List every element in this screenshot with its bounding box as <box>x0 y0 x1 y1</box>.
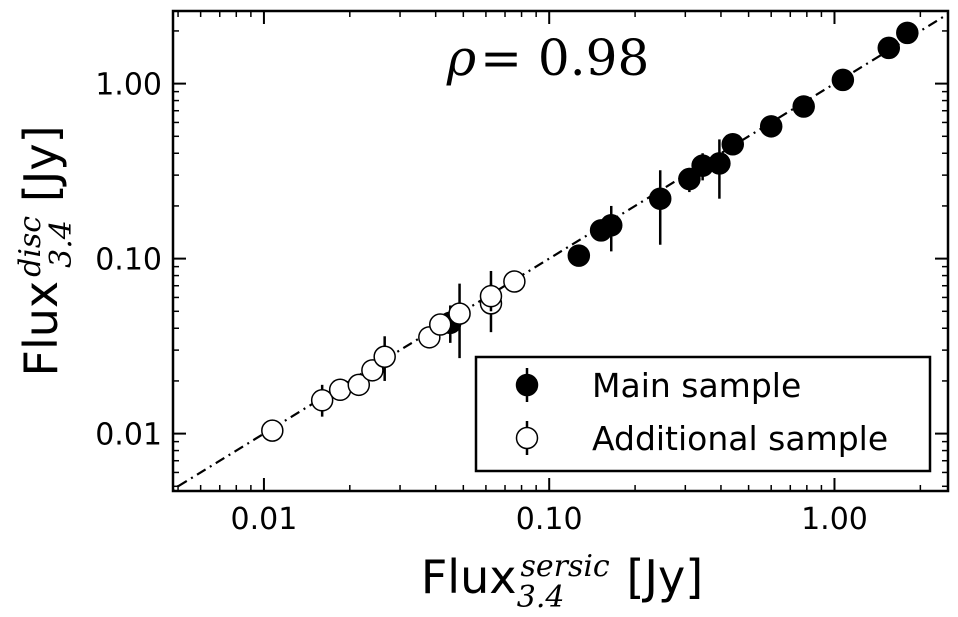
main-point <box>831 68 855 92</box>
additional-point <box>448 302 471 325</box>
main-point <box>567 244 591 267</box>
additional-point <box>328 378 352 402</box>
x-axis-label: Flux sersic 3.4 [Jy] <box>421 549 703 615</box>
additional-point <box>503 270 526 293</box>
legend-additional-label: Additional sample <box>592 419 888 458</box>
legend-main-label: Main sample <box>592 366 801 405</box>
main-point <box>708 152 731 175</box>
main-point <box>877 36 901 60</box>
rho-annotation: ρ= 0.98 <box>446 29 650 87</box>
additional-point <box>373 345 396 368</box>
x-tick-label: 1.00 <box>801 502 868 537</box>
rho-symbol: ρ <box>446 29 477 87</box>
additional-point <box>479 284 503 308</box>
plot-frame <box>171 9 950 493</box>
legend: Main sample Additional sample <box>474 355 932 473</box>
main-point <box>678 167 701 191</box>
y-axis-label: Flux disc3.4 [Jy] <box>13 125 79 376</box>
y-axis-label-sup: disc <box>13 216 48 277</box>
additional-point <box>261 419 284 442</box>
main-point <box>599 214 623 237</box>
data-marks <box>261 21 919 442</box>
additional-point <box>310 389 334 412</box>
y-axis-label-main: Flux <box>14 281 68 377</box>
main-point <box>759 115 783 138</box>
legend-additional-marker <box>515 426 539 450</box>
x-axis-label-unit: [Jy] <box>626 550 703 604</box>
rho-value: = 0.98 <box>480 29 649 87</box>
main-point <box>792 95 815 118</box>
main-point <box>896 21 919 45</box>
x-tick-label: 0.10 <box>516 502 583 537</box>
x-tick-labels: 0.01 0.10 1.00 <box>231 502 868 537</box>
x-tick-label: 0.01 <box>231 502 298 537</box>
additional-point <box>428 313 452 336</box>
y-tick-label: 0.01 <box>95 418 162 453</box>
y-axis-label-sub: 3.4 <box>44 220 79 268</box>
y-tick-label: 0.10 <box>95 243 162 278</box>
x-axis-label-sup: sersic <box>520 549 609 584</box>
x-axis-label-main: Flux <box>421 550 517 604</box>
additional-point <box>347 373 371 397</box>
y-tick-label: 1.00 <box>95 68 162 103</box>
legend-main-marker <box>515 373 539 397</box>
major-ticks <box>173 11 948 491</box>
main-point <box>648 187 672 210</box>
y-axis-label-unit: [Jy] <box>14 125 68 202</box>
y-tick-labels: 0.01 0.10 1.00 <box>95 68 162 453</box>
main-point <box>721 133 745 156</box>
x-axis-label-sub: 3.4 <box>517 580 565 615</box>
legend-box <box>474 355 932 473</box>
one-to-one-reference-line <box>173 12 948 491</box>
